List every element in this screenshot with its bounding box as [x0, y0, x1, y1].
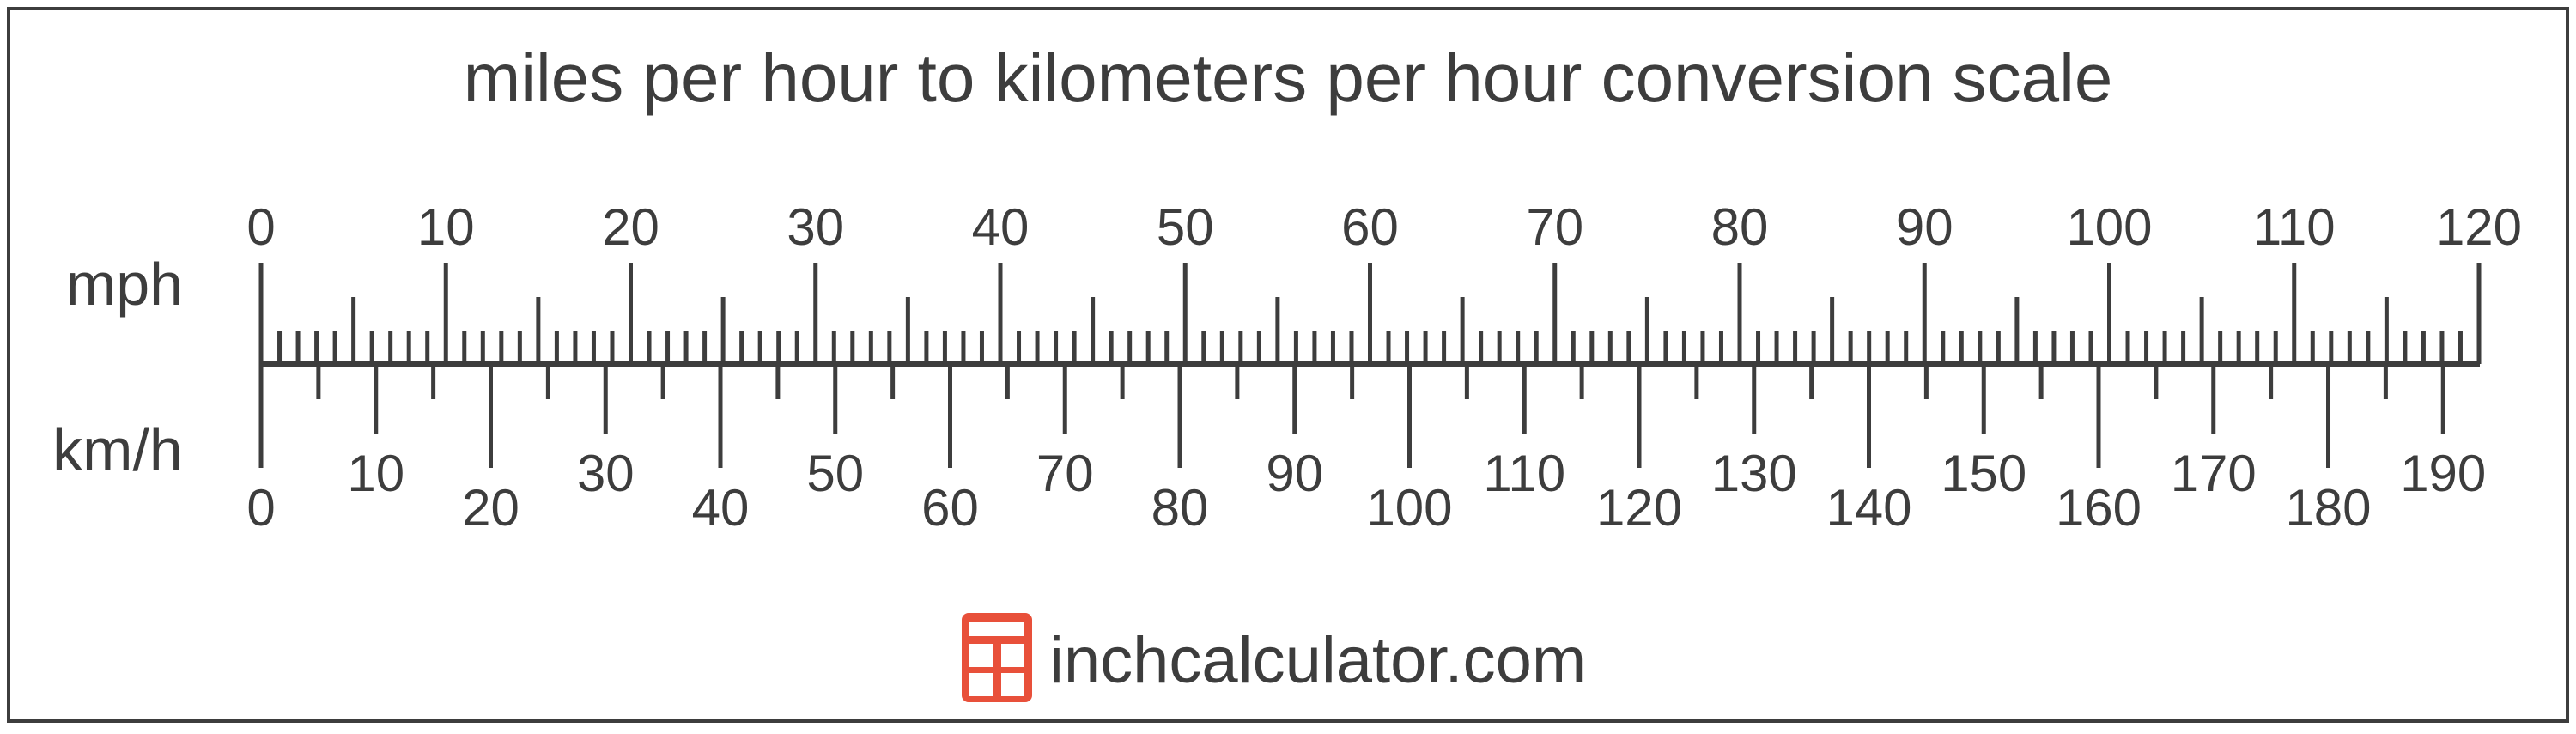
kmh-major-label: 180 — [2285, 479, 2371, 537]
kmh-mid-label: 90 — [1266, 445, 1323, 502]
kmh-mid-label: 150 — [1941, 445, 2026, 502]
mph-tick-label: 100 — [2066, 198, 2152, 256]
inchcalculator-logo: inchcalculator.com — [962, 613, 1586, 702]
kmh-major-label: 140 — [1826, 479, 1911, 537]
kmh-mid-label: 50 — [806, 445, 864, 502]
kmh-mid-label: 190 — [2400, 445, 2486, 502]
mph-tick-label: 50 — [1157, 198, 1214, 256]
kmh-mid-label: 70 — [1036, 445, 1094, 502]
kmh-mid-label: 170 — [2171, 445, 2257, 502]
figure-title: miles per hour to kilometers per hour co… — [464, 39, 2113, 116]
kmh-major-label: 20 — [462, 479, 519, 537]
kmh-major-label: 100 — [1366, 479, 1452, 537]
mph-tick-label: 40 — [972, 198, 1030, 256]
kmh-tick-group — [258, 364, 2445, 468]
mph-unit-label: mph — [66, 251, 183, 318]
mph-tick-label: 80 — [1711, 198, 1769, 256]
kmh-unit-label: km/h — [52, 416, 183, 483]
mph-tick-label: 20 — [602, 198, 659, 256]
kmh-major-label: 40 — [692, 479, 750, 537]
kmh-mid-label: 130 — [1711, 445, 1797, 502]
kmh-major-label: 0 — [246, 479, 275, 537]
site-name: inchcalculator.com — [1049, 624, 1586, 697]
kmh-major-label: 60 — [921, 479, 979, 537]
mph-tick-label: 60 — [1341, 198, 1399, 256]
mph-tick-label: 70 — [1526, 198, 1583, 256]
calculator-icon — [962, 613, 1032, 702]
mph-tick-label: 120 — [2436, 198, 2522, 256]
mph-label-group: 0 10 20 30 40 50 60 70 80 90 100 110 120 — [246, 198, 2522, 256]
mph-tick-group — [258, 263, 2482, 364]
mph-tick-label: 0 — [246, 198, 275, 256]
mph-tick-label: 90 — [1896, 198, 1953, 256]
kmh-mid-label: 10 — [347, 445, 404, 502]
kmh-major-label: 120 — [1596, 479, 1682, 537]
kmh-major-label: 160 — [2056, 479, 2142, 537]
kmh-major-label: 80 — [1151, 479, 1209, 537]
mph-tick-label: 10 — [417, 198, 475, 256]
mph-tick-label: 30 — [787, 198, 844, 256]
kmh-mid-label: 110 — [1483, 445, 1565, 502]
mph-tick-label: 110 — [2253, 198, 2336, 256]
kmh-label-group: 0 20 40 60 80 100 120 140 160 180 10 30 50 70 90 110 130… — [246, 445, 2486, 537]
kmh-mid-label: 30 — [577, 445, 635, 502]
